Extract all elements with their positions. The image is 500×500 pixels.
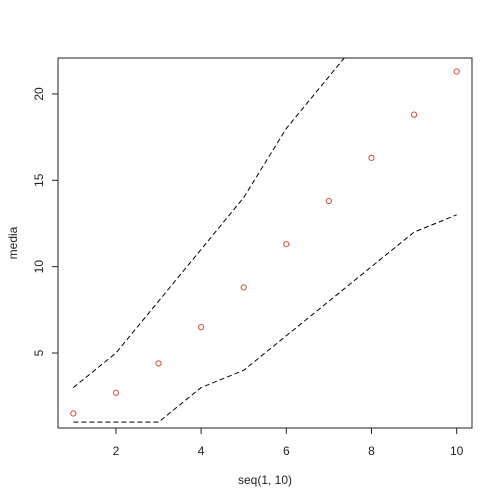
point: [283, 241, 290, 248]
x-tick-label: 4: [198, 444, 205, 458]
point: [453, 68, 460, 75]
plot-area: [70, 58, 460, 423]
point: [155, 360, 162, 367]
point: [70, 410, 77, 417]
point: [410, 111, 418, 118]
y-tick-label: 10: [32, 260, 46, 274]
point: [368, 154, 375, 161]
x-tick-label: 2: [113, 444, 120, 458]
dashed-line: [73, 58, 345, 388]
point: [240, 284, 247, 291]
dashed-line: [73, 214, 457, 423]
y-tick-label: 5: [32, 349, 46, 356]
y-tick-label: 15: [32, 173, 46, 187]
point: [198, 324, 205, 331]
x-tick-label: 6: [283, 444, 290, 458]
point: [325, 197, 332, 205]
x-tick-label: 10: [450, 444, 464, 458]
x-axis-label: seq(1, 10): [238, 473, 292, 487]
y-tick-label: 20: [32, 87, 46, 101]
x-tick-label: 8: [368, 444, 375, 458]
plot-box: [57, 57, 473, 429]
y-axis-label: media: [6, 226, 20, 259]
point: [112, 389, 120, 396]
